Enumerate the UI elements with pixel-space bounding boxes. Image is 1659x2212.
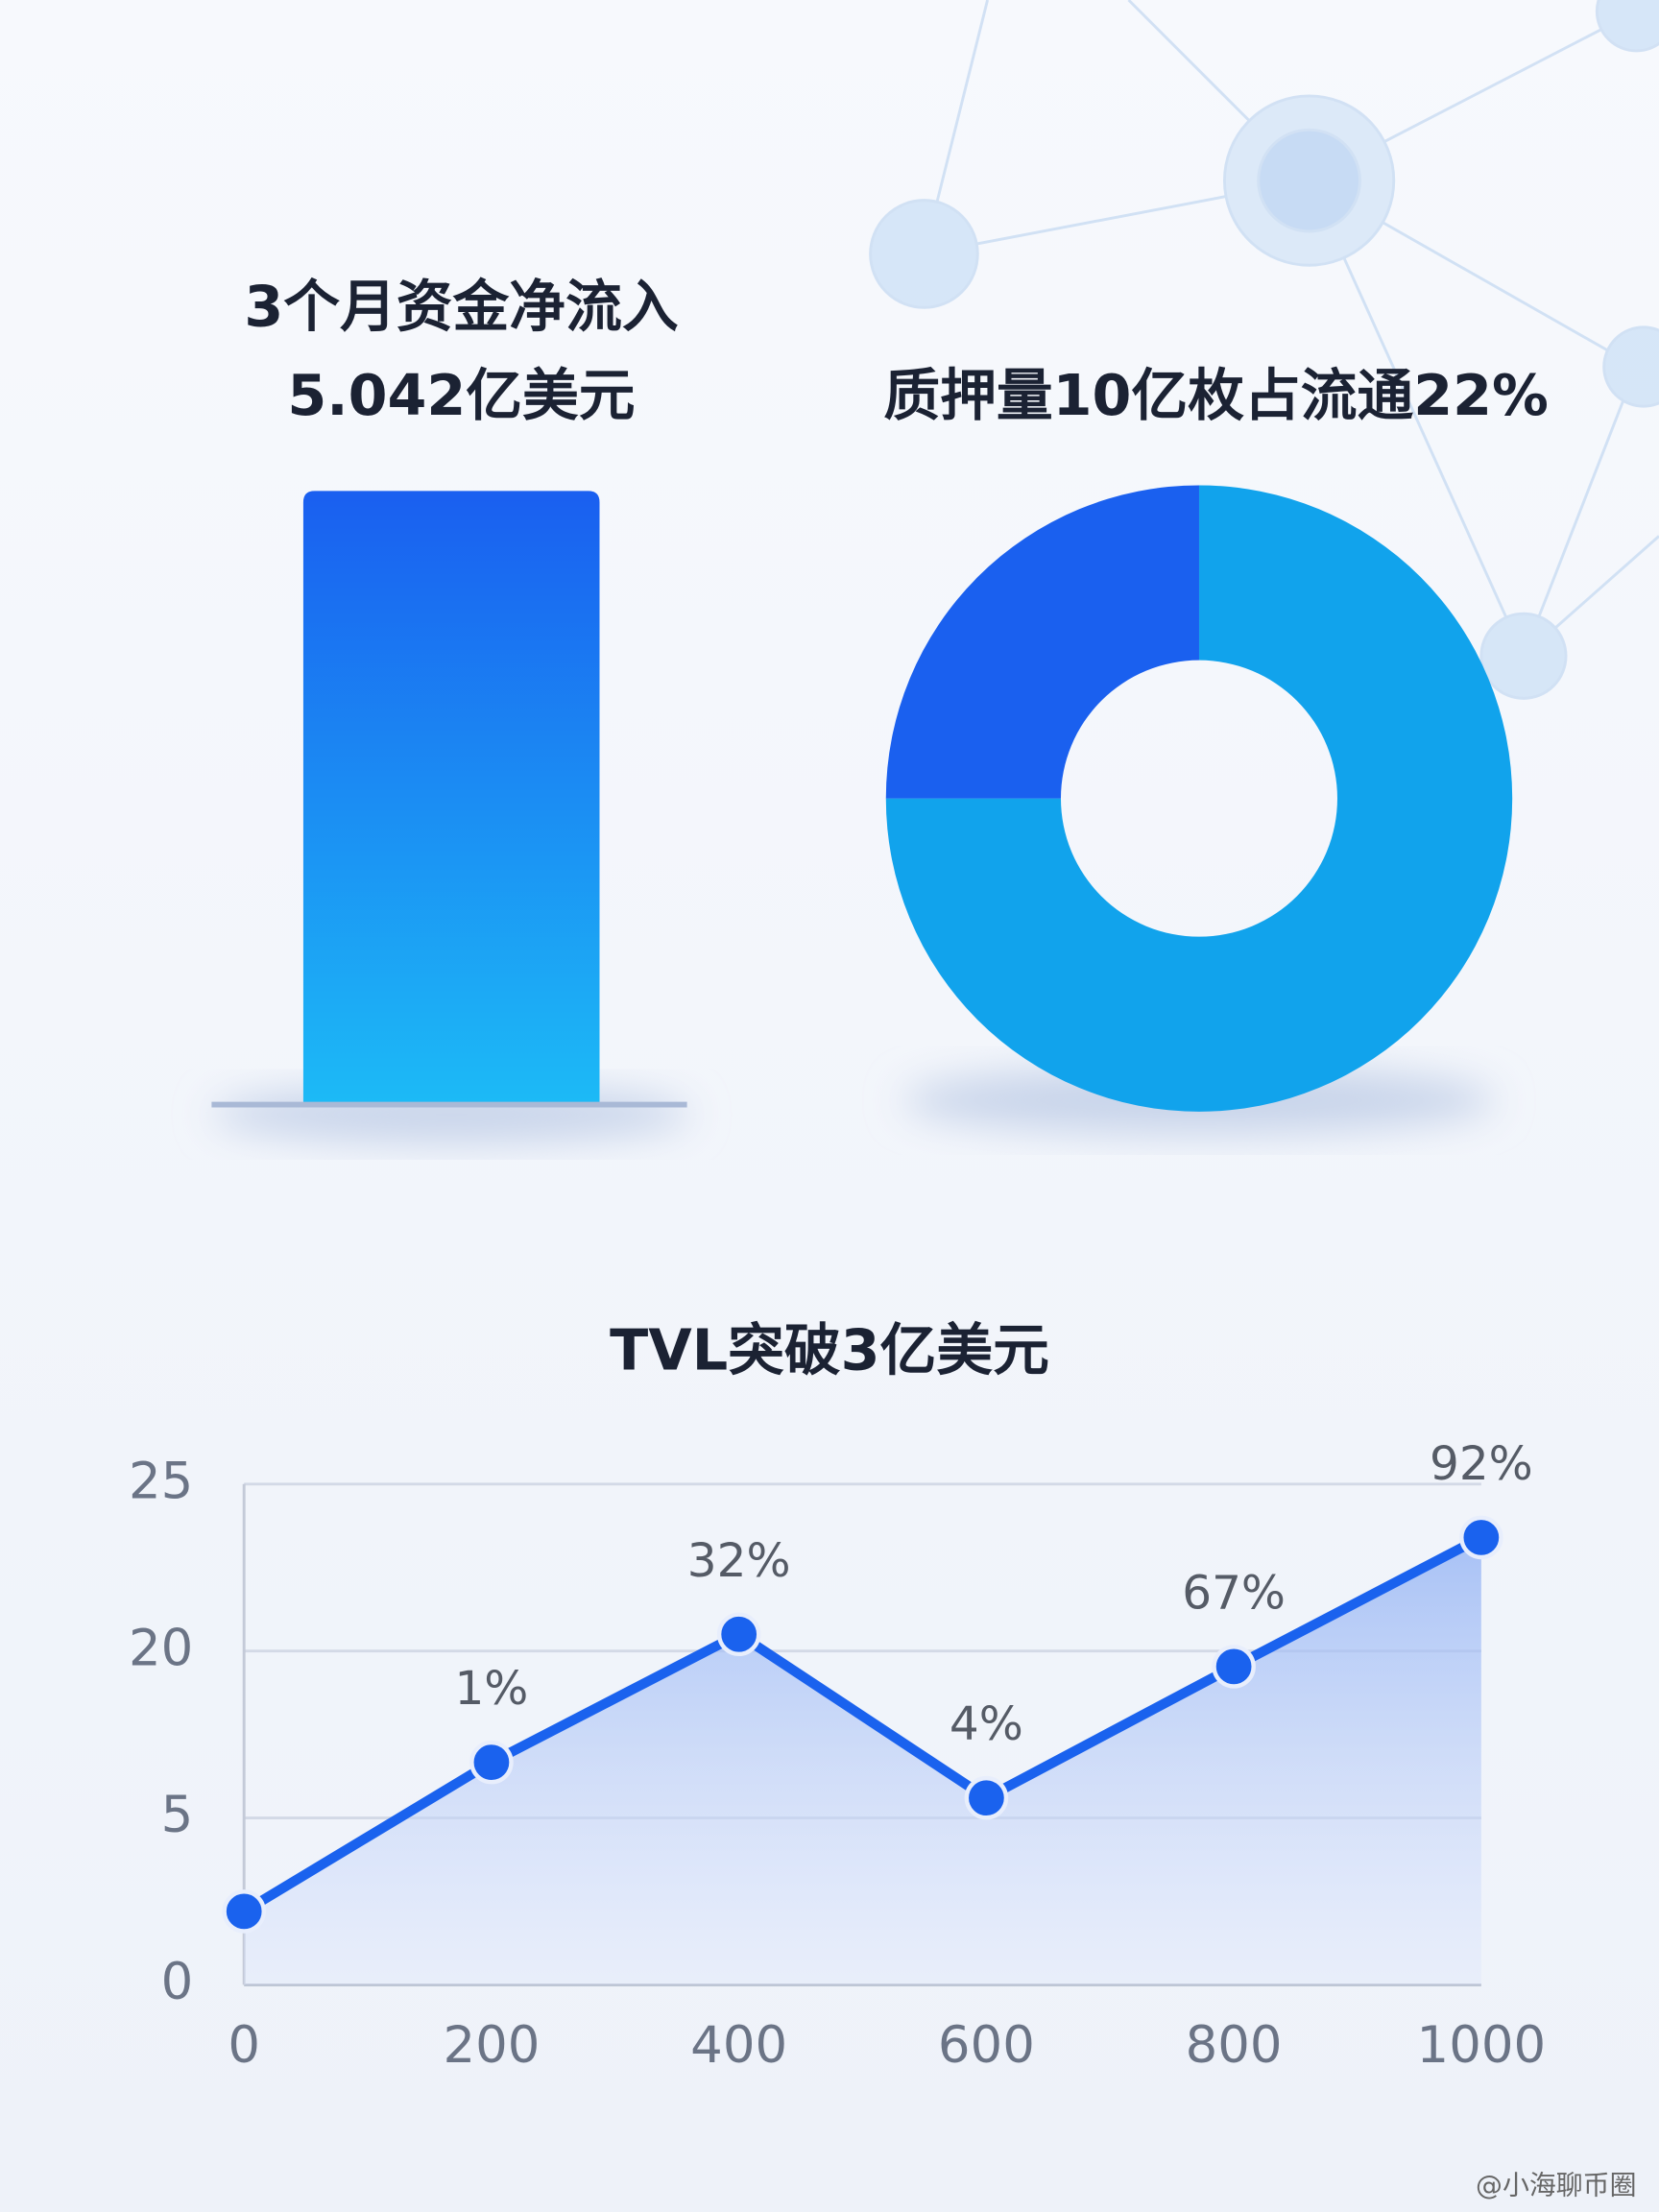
bar bbox=[302, 491, 600, 1104]
data-label: 32% bbox=[687, 1534, 791, 1588]
pie-slice bbox=[885, 485, 1199, 799]
data-label: 67% bbox=[1182, 1566, 1286, 1620]
x-tick-label: 0 bbox=[228, 2016, 260, 2075]
x-tick-label: 600 bbox=[938, 2016, 1035, 2075]
point bbox=[964, 1775, 1009, 1820]
chart-title: TVL突破3亿美元 bbox=[610, 1317, 1049, 1383]
data-label: 92% bbox=[1430, 1437, 1533, 1491]
x-tick-label: 200 bbox=[443, 2016, 540, 2075]
line bbox=[241, 1532, 1484, 1916]
pie-slice bbox=[885, 485, 1513, 1112]
y-tick-label: 5 bbox=[161, 1786, 194, 1844]
point bbox=[716, 1612, 761, 1657]
watermark: @小海聊币圈 bbox=[1476, 2170, 1636, 2201]
x-tick-label: 800 bbox=[1186, 2016, 1283, 2075]
x-tick-label: 400 bbox=[690, 2016, 787, 2075]
point bbox=[222, 1889, 266, 1934]
chart-title: 3个月资金净流入 bbox=[244, 273, 678, 339]
x-tick-label: 1000 bbox=[1417, 2016, 1547, 2075]
point bbox=[1459, 1515, 1503, 1560]
data-label: 1% bbox=[454, 1662, 528, 1716]
y-tick-label: 0 bbox=[161, 1953, 194, 2011]
data-label: 4% bbox=[950, 1697, 1023, 1751]
chart-title: 5.042亿美元 bbox=[287, 362, 635, 428]
point bbox=[1212, 1645, 1256, 1689]
point bbox=[469, 1740, 514, 1785]
y-tick-label: 20 bbox=[129, 1619, 193, 1677]
network-decoration bbox=[869, 0, 1659, 700]
area bbox=[244, 1537, 1481, 1985]
y-tick-label: 25 bbox=[129, 1452, 193, 1510]
chart-title: 质押量10亿枚占流通22% bbox=[883, 362, 1549, 428]
